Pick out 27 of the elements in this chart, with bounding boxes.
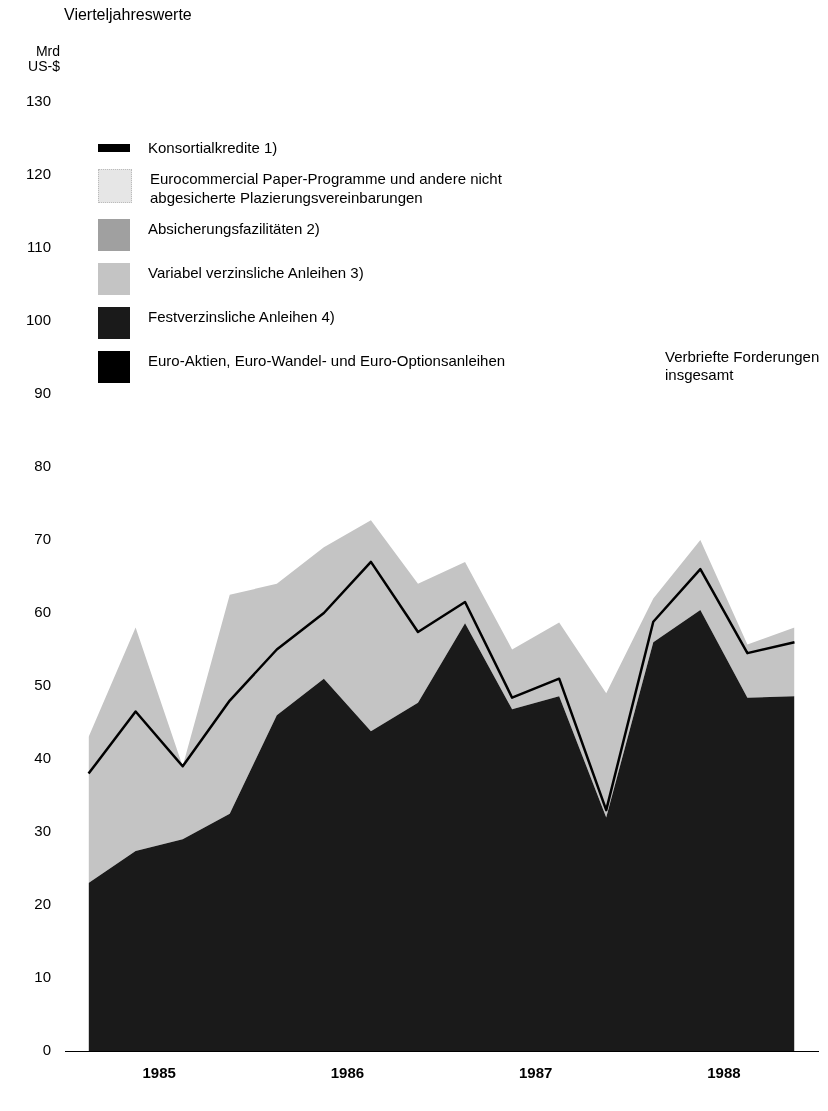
y-tick-label: 30 <box>34 822 52 840</box>
x-tick-label: 1988 <box>707 1064 741 1082</box>
legend-label: Festverzinsliche Anleihen 4) <box>148 307 335 326</box>
chart-title: Vierteljahreswerte <box>64 6 192 24</box>
legend-label: Variabel verzinsliche Anleihen 3) <box>148 263 364 282</box>
x-tick-label: 1986 <box>330 1064 365 1082</box>
y-tick-label: 0 <box>42 1041 52 1059</box>
y-tick-label: 130 <box>26 92 52 110</box>
y-tick-label: 80 <box>34 457 52 475</box>
y-tick-label: 120 <box>26 165 52 183</box>
y-tick-label: 40 <box>34 749 52 767</box>
y-tick-label: 10 <box>34 968 52 986</box>
legend-label: Absicherungsfazilitäten 2) <box>148 219 320 238</box>
y-tick-label: 60 <box>34 603 52 621</box>
y-tick-label: 50 <box>34 676 52 694</box>
y-tick-label: 100 <box>26 311 52 329</box>
y-tick-label: 90 <box>34 384 52 402</box>
legend-label: Konsortialkredite 1) <box>148 138 278 157</box>
y-tick-label: 110 <box>27 238 52 256</box>
x-tick-label: 1987 <box>518 1064 553 1082</box>
annotation: Verbriefte Forderungen insgesamt <box>665 348 821 384</box>
legend-label: Euro-Aktien, Euro-Wandel- und Euro-Optionsanleihen <box>148 351 506 370</box>
legend-label: Eurocommercial Paper-Programme und andere nicht abgesicherte Plazierungsvereinbarungen <box>150 169 503 207</box>
y-tick-label: 70 <box>34 530 52 548</box>
x-tick-label: 1985 <box>142 1064 176 1082</box>
y-axis-title: Mrd US-$ <box>27 43 60 74</box>
y-tick-label: 20 <box>34 895 52 913</box>
